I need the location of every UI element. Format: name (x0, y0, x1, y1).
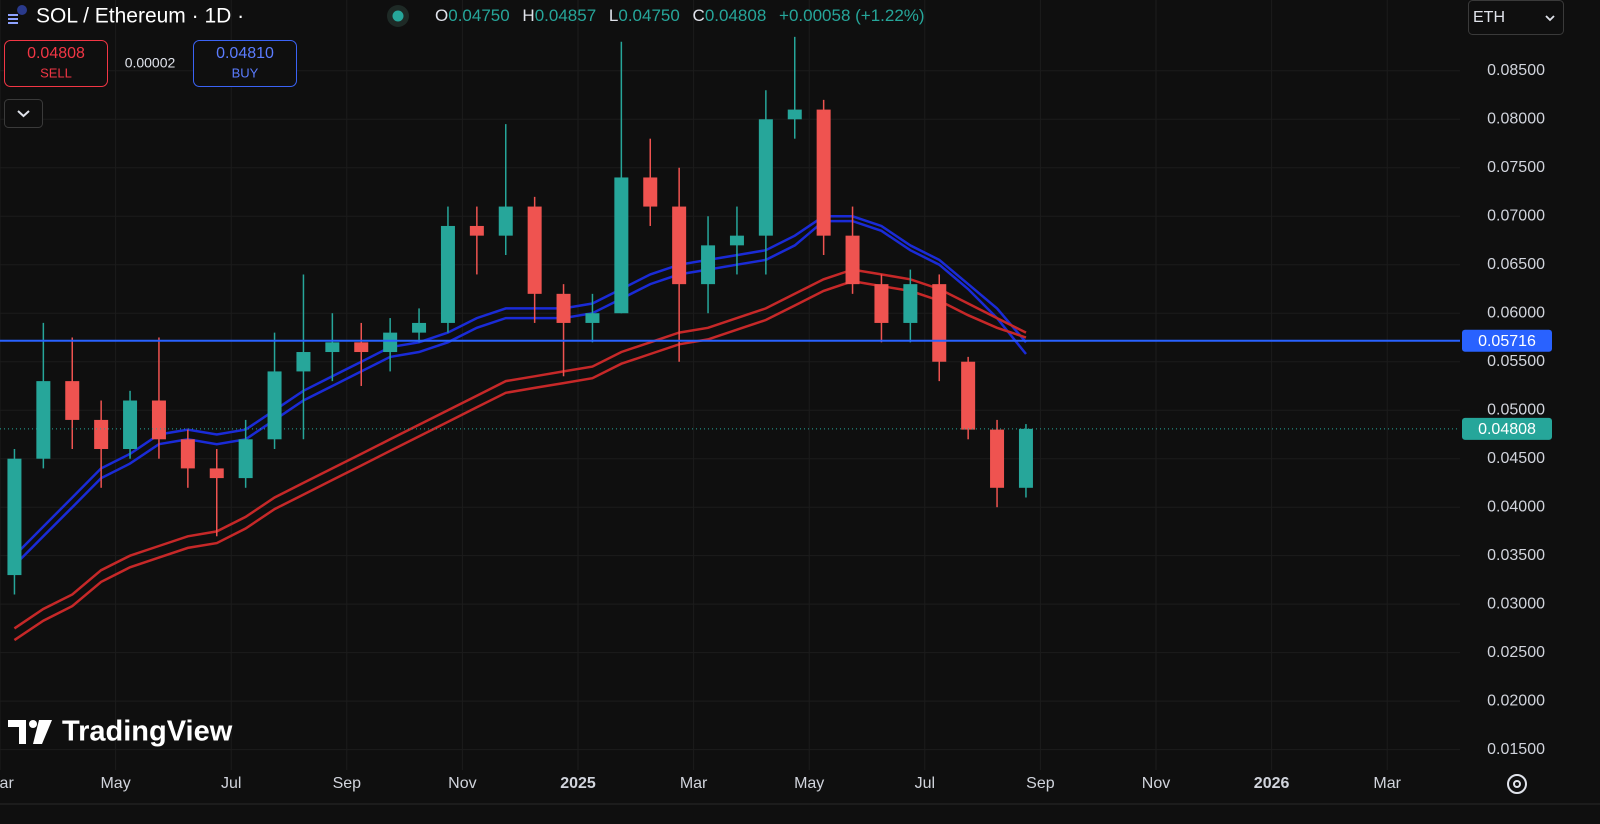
buy-label: BUY (232, 65, 259, 80)
candle-body (180, 439, 195, 469)
buy-button[interactable]: 0.04810 BUY (193, 40, 297, 87)
x-tick-label: Mar (0, 775, 14, 792)
plot: 0.01500 0.02000 0.02500 0.03000 0.03500 0.040… (0, 0, 1600, 805)
price-label-box (1462, 329, 1552, 352)
candle-body (961, 361, 976, 430)
candle-body (36, 381, 51, 459)
candle-body (7, 458, 22, 576)
y-tick-label: 0.07500 (1487, 159, 1545, 176)
y-tick-label: 0.07000 (1487, 207, 1545, 224)
currency-dropdown[interactable]: ETH (1468, 0, 1564, 35)
candle-body (556, 293, 571, 323)
y-tick-label: 0.08000 (1487, 111, 1545, 128)
candle-body (672, 206, 687, 285)
spread: 0.00002 (125, 55, 176, 71)
settings-icon[interactable] (1507, 774, 1527, 794)
x-tick-label: Sep (1026, 775, 1055, 792)
ohlc-value: 0.04750 (618, 6, 679, 25)
sell-label: SELL (40, 65, 72, 80)
candle-body (238, 439, 253, 479)
x-tick-label: Nov (1142, 775, 1170, 792)
x-tick-label: Sep (333, 775, 362, 792)
candle-body (354, 342, 369, 353)
candle-body (94, 419, 109, 450)
ohlc-line: O0.04750 H0.04857 L0.04750 C0.04808 +0.0… (435, 6, 925, 25)
sell-price: 0.04808 (27, 45, 85, 62)
collapse-button[interactable] (4, 99, 43, 128)
y-tick-label: 0.05500 (1487, 353, 1545, 370)
candle-body (151, 400, 166, 440)
candle-body (874, 284, 889, 323)
candle-body (845, 235, 860, 285)
candle-body (383, 332, 398, 353)
candle-body (527, 206, 542, 294)
x-tick-label: 2025 (560, 775, 596, 792)
candle-body (990, 429, 1005, 488)
y-tick-label: 0.08500 (1487, 62, 1545, 79)
candle-body (498, 206, 513, 236)
y-tick-label: 0.03500 (1487, 547, 1545, 564)
candle-body (729, 235, 744, 246)
sell-button[interactable]: 0.04808 SELL (4, 40, 108, 87)
ohlc-key: L (609, 6, 618, 25)
candle-body (209, 468, 224, 479)
candle-body (267, 371, 282, 440)
x-tick-label: Nov (448, 775, 476, 792)
candle-body (440, 225, 455, 323)
y-tick-label: 0.04000 (1487, 498, 1545, 515)
x-tick-label: Mar (680, 775, 708, 792)
price-label: 0.04808 (1478, 421, 1536, 438)
candle-body (816, 109, 831, 236)
y-tick-label: 0.01500 (1487, 741, 1545, 758)
y-tick-label: 0.05000 (1487, 401, 1545, 418)
y-tick-label: 0.02500 (1487, 644, 1545, 661)
candle-body (585, 313, 600, 323)
candle-body (412, 322, 427, 333)
candle-body (903, 284, 918, 323)
y-tick-label: 0.06000 (1487, 304, 1545, 321)
x-tick-label: 2026 (1254, 775, 1290, 792)
status-dot (392, 10, 404, 22)
candle-body (643, 177, 658, 207)
ohlc-key: C (693, 6, 705, 25)
menu-icon[interactable] (8, 5, 27, 24)
x-tick-label: Jul (221, 775, 241, 792)
candle-body (325, 342, 340, 353)
candle-body (469, 225, 484, 236)
y-tick-label: 0.02000 (1487, 692, 1545, 709)
price-label-box (1462, 417, 1552, 440)
candle-body (758, 119, 773, 236)
candle-body (701, 245, 716, 285)
ohlc-change: +0.00058 (+1.22%) (779, 6, 925, 25)
price-label: 0.05716 (1478, 333, 1536, 350)
candle-body (614, 177, 629, 314)
ohlc-key: O (435, 6, 448, 25)
currency: ETH (1473, 9, 1505, 26)
x-tick-label: Mar (1373, 775, 1401, 792)
x-tick-label: May (100, 775, 130, 792)
candle-body (1018, 428, 1033, 488)
symbol-title: SOL / Ethereum · 1D · (36, 5, 244, 28)
watermark: TradingView (8, 716, 233, 748)
y-tick-label: 0.06500 (1487, 256, 1545, 273)
ohlc-value: 0.04857 (535, 6, 596, 25)
ohlc-key: H (522, 6, 534, 25)
y-tick-label: 0.03000 (1487, 595, 1545, 612)
watermark-text: TradingView (62, 716, 233, 748)
candle-body (65, 381, 80, 420)
x-tick-label: Jul (915, 775, 935, 792)
candle-body (787, 109, 802, 120)
ohlc-value: 0.04808 (705, 6, 766, 25)
buy-price: 0.04810 (216, 45, 274, 62)
ohlc-value: 0.04750 (448, 6, 509, 25)
x-tick-label: May (794, 775, 824, 792)
candle-body (932, 284, 947, 362)
moving-average (13, 215, 1027, 557)
candle-body (296, 352, 311, 372)
candle-body (123, 400, 138, 450)
y-tick-label: 0.04500 (1487, 450, 1545, 467)
